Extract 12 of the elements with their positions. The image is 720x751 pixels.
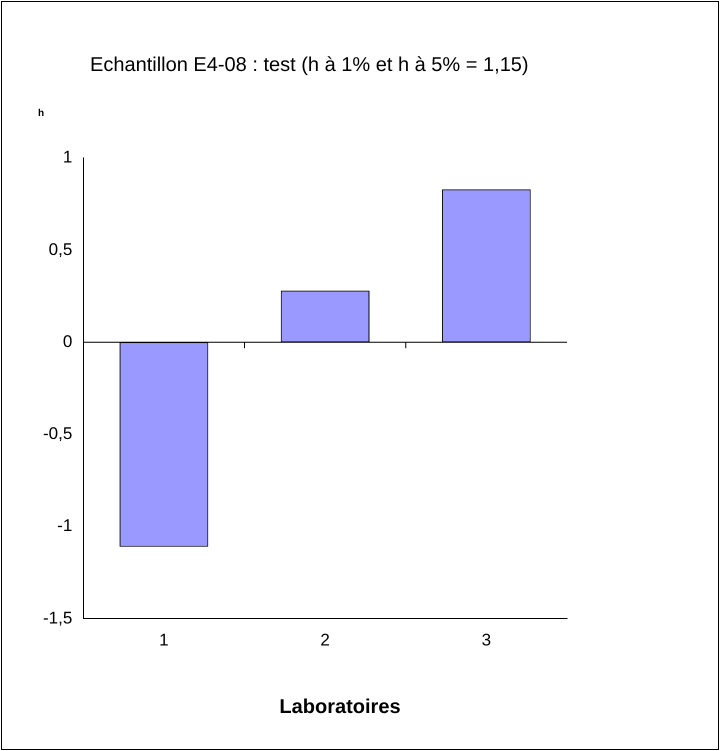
x-tick-label: 2 (320, 630, 330, 650)
y-tick-label: 0,5 (48, 240, 72, 259)
y-tick-label: -1,5 (42, 608, 72, 628)
x-tick-label: 3 (482, 630, 492, 650)
chart-title: Echantillon E4-08 : test (h à 1% et h à 5% = 1,15) (90, 53, 530, 78)
x-tick-label: 1 (159, 630, 169, 650)
y-tick-label: -1 (57, 516, 72, 536)
y-tick-label: 1 (62, 148, 72, 167)
y-tick-label: 0 (62, 332, 72, 351)
x-axis-title: Laboratoires (278, 696, 402, 719)
y-axis-title: h (38, 108, 44, 119)
y-tick-label: -0,5 (42, 424, 72, 444)
